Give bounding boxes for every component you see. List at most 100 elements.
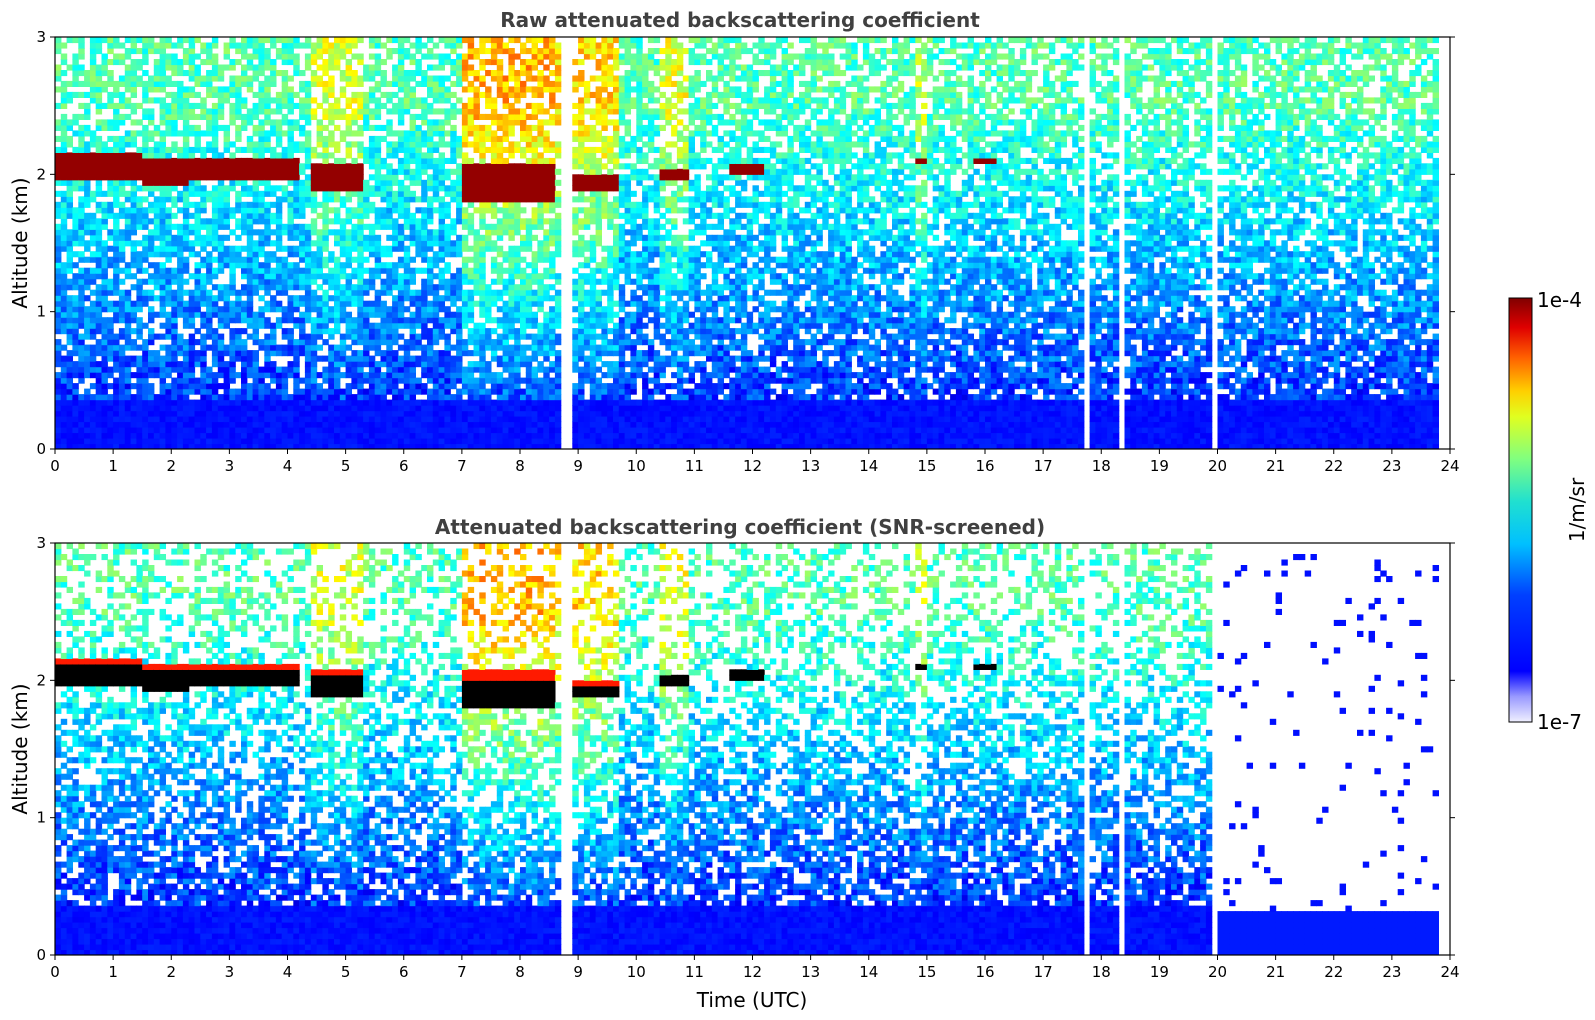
backscatter-cell (200, 273, 207, 280)
backscatter-cell (130, 416, 138, 423)
backscatter-cell (386, 284, 393, 291)
backscatter-cell (415, 361, 422, 368)
backscatter-cell (188, 372, 196, 379)
backscatter-cell (322, 113, 329, 120)
backscatter-cell (275, 152, 283, 159)
backscatter-cell (508, 438, 515, 445)
backscatter-cell (421, 421, 428, 428)
backscatter-cell (264, 75, 271, 82)
backscatter-cell (211, 113, 219, 120)
backscatter-cell (66, 124, 74, 131)
backscatter-cell (142, 416, 149, 423)
backscatter-cell (89, 427, 97, 434)
backscatter-cell (241, 289, 248, 296)
backscatter-cell (153, 174, 161, 181)
backscatter-cell (421, 432, 428, 439)
backscatter-cell (84, 70, 91, 77)
backscatter-cell (113, 339, 120, 346)
backscatter-cell (392, 427, 399, 434)
backscatter-cell (84, 350, 91, 357)
backscatter-cell (479, 366, 486, 373)
backscatter-cell (456, 207, 463, 214)
backscatter-cell (287, 48, 294, 55)
backscatter-cell (531, 207, 539, 214)
backscatter-cell (252, 157, 260, 164)
backscatter-cell (153, 273, 161, 280)
backscatter-cell (310, 339, 318, 346)
backscatter-cell (252, 48, 260, 55)
backscatter-cell (380, 262, 387, 269)
backscatter-cell (241, 190, 248, 197)
backscatter-cell (223, 135, 231, 142)
backscatter-cell (432, 311, 440, 318)
backscatter-cell (200, 75, 207, 82)
backscatter-cell (345, 262, 353, 269)
backscatter-cell (258, 295, 265, 302)
backscatter-cell (124, 355, 132, 362)
backscatter-cell (217, 267, 225, 274)
backscatter-cell (124, 300, 132, 307)
backscatter-cell (345, 190, 353, 197)
backscatter-cell (421, 344, 428, 351)
backscatter-cell (270, 251, 277, 258)
backscatter-cell (514, 119, 521, 126)
backscatter-cell (142, 432, 149, 439)
backscatter-cell (118, 80, 126, 87)
backscatter-cell (374, 37, 382, 44)
backscatter-cell (357, 377, 364, 384)
backscatter-cell (235, 223, 242, 230)
backscatter-cell (258, 273, 265, 280)
backscatter-cell (264, 383, 271, 390)
backscatter-cell (153, 124, 161, 131)
backscatter-cell (456, 355, 463, 362)
backscatter-cell (392, 399, 399, 406)
backscatter-cell (392, 410, 399, 417)
backscatter-cell (293, 262, 300, 269)
backscatter-cell (177, 416, 184, 423)
backscatter-cell (124, 218, 132, 225)
backscatter-cell (502, 229, 510, 236)
backscatter-cell (537, 185, 544, 192)
backscatter-cell (142, 124, 149, 131)
backscatter-cell (310, 146, 318, 153)
backscatter-cell (293, 70, 300, 77)
backscatter-cell (461, 317, 469, 324)
backscatter-cell (78, 416, 85, 423)
backscatter-cell (351, 350, 358, 357)
backscatter-cell (177, 196, 184, 203)
backscatter-cell (490, 377, 498, 384)
backscatter-cell (496, 185, 504, 192)
backscatter-cell (217, 75, 225, 82)
backscatter-cell (485, 421, 492, 428)
backscatter-cell (124, 399, 132, 406)
backscatter-cell (66, 405, 74, 412)
backscatter-cell (229, 421, 236, 428)
backscatter-cell (235, 443, 242, 449)
backscatter-cell (490, 278, 498, 285)
backscatter-cell (270, 394, 277, 401)
backscatter-cell (427, 388, 434, 395)
backscatter-cell (351, 212, 358, 219)
backscatter-cell (490, 317, 498, 324)
backscatter-cell (124, 432, 132, 439)
backscatter-cell (357, 405, 364, 412)
backscatter-cell (450, 42, 457, 49)
backscatter-cell (241, 168, 248, 175)
backscatter-cell (392, 421, 399, 428)
backscatter-cell (206, 174, 213, 181)
backscatter-cell (60, 135, 68, 142)
backscatter-cell (508, 141, 515, 148)
backscatter-cell (531, 234, 539, 241)
backscatter-cell (89, 53, 97, 60)
backscatter-cell (182, 70, 190, 77)
backscatter-cell (287, 344, 294, 351)
backscatter-cell (514, 273, 521, 280)
backscatter-cell (432, 174, 440, 181)
backscatter-cell (194, 267, 201, 274)
backscatter-cell (171, 157, 178, 164)
backscatter-cell (432, 273, 440, 280)
backscatter-cell (403, 97, 411, 104)
backscatter-cell (368, 344, 376, 351)
backscatter-cell (479, 262, 486, 269)
backscatter-cell (165, 91, 172, 98)
